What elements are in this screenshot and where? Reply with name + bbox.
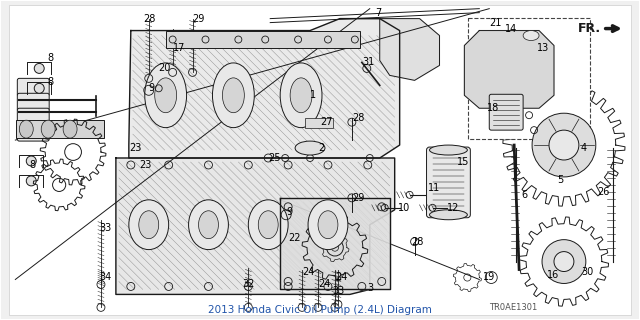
Circle shape <box>35 83 44 93</box>
Text: 4: 4 <box>581 143 587 153</box>
Bar <box>17 120 104 138</box>
Text: 2: 2 <box>318 143 324 153</box>
Ellipse shape <box>129 200 169 250</box>
Text: 9: 9 <box>148 83 155 93</box>
Bar <box>166 31 360 49</box>
Circle shape <box>35 63 44 73</box>
Text: 8: 8 <box>29 160 35 170</box>
Bar <box>305 118 333 128</box>
Circle shape <box>549 130 579 160</box>
Text: 15: 15 <box>458 157 470 167</box>
Polygon shape <box>280 198 390 289</box>
Text: 22: 22 <box>288 233 301 243</box>
Circle shape <box>542 240 586 284</box>
Polygon shape <box>465 31 554 108</box>
Polygon shape <box>340 19 440 80</box>
Ellipse shape <box>523 31 539 41</box>
Text: 33: 33 <box>332 286 344 296</box>
Text: 10: 10 <box>397 203 410 213</box>
Ellipse shape <box>19 120 33 138</box>
Text: 11: 11 <box>428 183 440 193</box>
FancyBboxPatch shape <box>17 108 49 126</box>
Text: 3: 3 <box>368 284 374 293</box>
Ellipse shape <box>145 63 187 128</box>
Text: 2013 Honda Civic Oil Pump (2.4L) Diagram: 2013 Honda Civic Oil Pump (2.4L) Diagram <box>208 305 432 315</box>
Ellipse shape <box>223 78 244 113</box>
Text: 31: 31 <box>362 57 374 68</box>
Text: 1: 1 <box>310 90 316 100</box>
Ellipse shape <box>290 78 312 113</box>
Ellipse shape <box>308 200 348 250</box>
Circle shape <box>532 113 596 177</box>
Text: 8: 8 <box>47 77 53 87</box>
Ellipse shape <box>295 141 325 155</box>
Polygon shape <box>129 19 399 158</box>
Text: 23: 23 <box>139 160 151 170</box>
Text: 29: 29 <box>352 193 364 203</box>
FancyBboxPatch shape <box>17 78 49 96</box>
FancyBboxPatch shape <box>426 147 470 218</box>
Text: 24: 24 <box>335 273 348 283</box>
Text: 6: 6 <box>521 190 527 200</box>
Circle shape <box>26 156 36 166</box>
Text: 33: 33 <box>99 223 111 233</box>
Text: 9: 9 <box>286 207 292 217</box>
Text: 30: 30 <box>581 267 593 276</box>
Text: 12: 12 <box>447 203 460 213</box>
Text: 27: 27 <box>320 117 333 127</box>
FancyBboxPatch shape <box>17 123 49 141</box>
Text: 18: 18 <box>487 103 500 113</box>
FancyBboxPatch shape <box>489 94 523 130</box>
Text: 28: 28 <box>352 113 364 123</box>
FancyBboxPatch shape <box>17 93 49 111</box>
Text: 14: 14 <box>505 24 518 34</box>
Text: 20: 20 <box>159 63 171 73</box>
Ellipse shape <box>318 211 338 239</box>
Text: 32: 32 <box>243 279 255 290</box>
Ellipse shape <box>189 200 228 250</box>
Ellipse shape <box>155 78 177 113</box>
Text: 8: 8 <box>47 53 53 63</box>
Ellipse shape <box>429 210 467 220</box>
FancyBboxPatch shape <box>468 18 590 139</box>
Text: 29: 29 <box>193 14 205 24</box>
Text: 23: 23 <box>129 143 141 153</box>
Text: 28: 28 <box>143 14 155 24</box>
Text: FR.: FR. <box>578 22 601 35</box>
Text: 13: 13 <box>537 44 549 53</box>
Ellipse shape <box>259 211 278 239</box>
Text: 26: 26 <box>596 187 609 197</box>
Text: 5: 5 <box>557 175 563 185</box>
Ellipse shape <box>248 200 288 250</box>
Ellipse shape <box>280 63 322 128</box>
Text: 19: 19 <box>483 273 495 283</box>
Text: 16: 16 <box>547 269 559 279</box>
Text: 7: 7 <box>375 8 381 18</box>
Ellipse shape <box>41 120 55 138</box>
Text: 34: 34 <box>99 273 111 283</box>
Ellipse shape <box>139 211 159 239</box>
Text: 24: 24 <box>318 279 330 290</box>
Ellipse shape <box>429 145 467 155</box>
Circle shape <box>554 252 574 271</box>
Text: 24: 24 <box>302 267 314 276</box>
Text: TR0AE1301: TR0AE1301 <box>489 303 538 312</box>
Circle shape <box>26 176 36 186</box>
Text: 28: 28 <box>412 237 424 247</box>
Text: 17: 17 <box>173 44 185 53</box>
Ellipse shape <box>63 120 77 138</box>
Text: 25: 25 <box>268 153 281 163</box>
Polygon shape <box>116 158 395 294</box>
Ellipse shape <box>198 211 218 239</box>
Text: 21: 21 <box>489 18 502 28</box>
Ellipse shape <box>212 63 254 128</box>
